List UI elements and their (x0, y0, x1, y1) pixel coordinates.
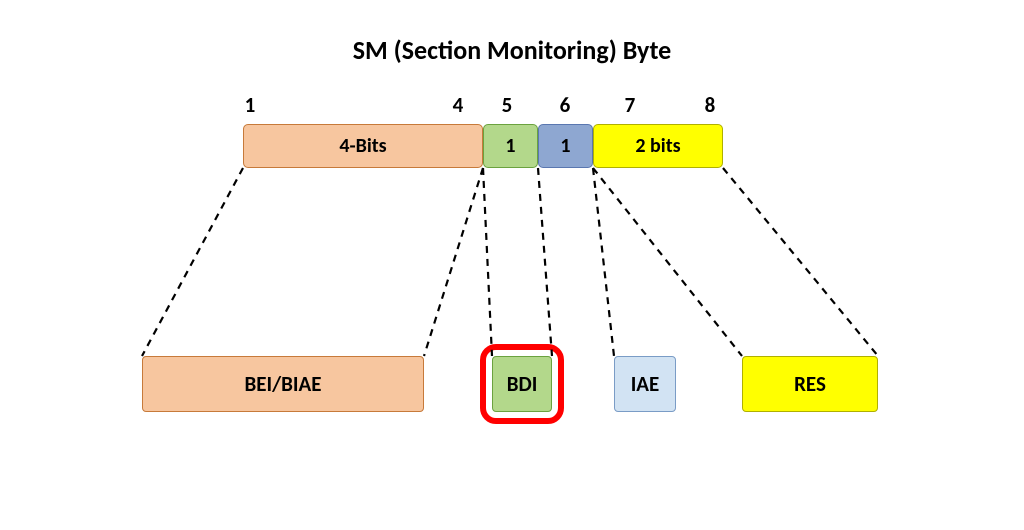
highlight-ring (480, 344, 564, 424)
connector-1 (424, 168, 483, 356)
bit-label-1: 1 (238, 92, 262, 118)
connector-3 (538, 168, 552, 356)
legend-res: RES (742, 356, 878, 412)
seg-4bits: 4-Bits (243, 124, 483, 168)
bit-label-6: 6 (553, 92, 577, 118)
connector-lines (0, 0, 1024, 530)
bit-label-5: 5 (495, 92, 519, 118)
legend-iae: IAE (614, 356, 676, 412)
seg-bit5: 1 (483, 124, 538, 168)
connector-6 (723, 168, 878, 356)
legend-bei: BEI/BIAE (142, 356, 424, 412)
seg-bit6: 1 (538, 124, 593, 168)
bit-label-8: 8 (698, 92, 722, 118)
diagram-title: SM (Section Monitoring) Byte (0, 34, 1024, 66)
bit-label-7: 7 (618, 92, 642, 118)
connector-0 (142, 168, 243, 356)
bit-label-4: 4 (446, 92, 470, 118)
connector-4 (593, 168, 614, 356)
seg-bit78: 2 bits (593, 124, 723, 168)
connector-2 (483, 168, 492, 356)
connector-5 (593, 168, 742, 356)
